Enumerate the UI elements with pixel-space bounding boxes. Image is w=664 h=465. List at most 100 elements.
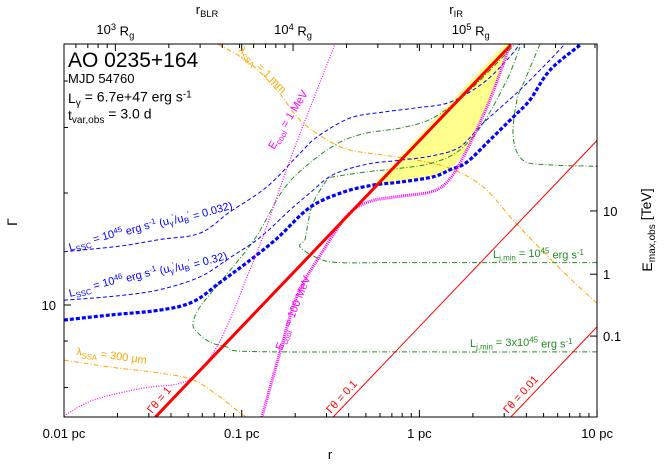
label-lj3e45: Lj,min = 3x1045 erg s-1 — [470, 336, 573, 352]
right-axis-label: Emax,obs [TeV] — [638, 188, 658, 271]
label-lssc46-part: 46 — [113, 271, 124, 282]
top-tick-label: 105 Rg — [452, 22, 490, 41]
x-tick-label: 10 pc — [581, 426, 613, 441]
y-tick-label: 10 — [42, 298, 56, 313]
label-ecool1: Ecool = 1 MeV — [266, 88, 314, 152]
label-lj1e45-part: erg s — [549, 249, 577, 261]
right-tick-label: 10 — [603, 204, 617, 219]
y-axis-label: Γ — [4, 218, 20, 226]
mjd-label: MJD 54760 — [68, 71, 134, 86]
label-lssa300: λSSA = 300 μm — [75, 345, 147, 369]
label-lssa300-part: λ — [76, 346, 84, 359]
label-lssa300-part: SSA — [81, 351, 99, 362]
label-lssc46-part: γ — [169, 266, 175, 276]
allowed-region — [373, 44, 511, 186]
top-tick-label-part: R — [471, 24, 484, 39]
top-tick-label-part: R — [116, 24, 129, 39]
label-lssc45-part: ' — [186, 209, 190, 218]
right-axis-label-part: E — [639, 262, 655, 271]
label-lj1e45-part: L — [493, 249, 499, 261]
label-lssc46-part: SSC — [75, 287, 93, 300]
label-lj1e45-part: -1 — [577, 248, 585, 257]
label-lssc45-part: (u — [155, 215, 171, 230]
top-tick-label-part: 5 — [466, 22, 471, 32]
radius-marker-part: r — [196, 2, 201, 17]
curve-lj1e45 — [299, 46, 597, 264]
label-lssc46-part: L — [68, 287, 77, 300]
x-tick-label: 1 pc — [407, 426, 432, 441]
label-lssc46-part: B — [184, 264, 191, 274]
plot-area — [64, 44, 597, 417]
label-lssc45: LSSC = 1045 erg s-1 (uγ'/uB' = 0.032) — [67, 194, 234, 258]
label-lj3e45-part: -1 — [566, 337, 574, 346]
curve-lssc_thick — [64, 44, 582, 322]
plot-frame — [63, 43, 598, 418]
radius-marker-label: rIR — [449, 2, 463, 19]
radius-marker-label: rBLR — [196, 2, 219, 19]
label-gt001-part: Γθ = 0.01 — [501, 374, 541, 416]
label-lj3e45-part: j,min — [475, 343, 493, 352]
right-tick-label: 0.1 — [603, 329, 621, 344]
curve-gt001 — [510, 326, 597, 417]
label-lssc46-part: /u — [174, 261, 186, 275]
label-lssa1-part: = 1 mm — [252, 59, 289, 96]
label-lssc45-part: erg s — [121, 219, 151, 238]
curve-lssa1 — [217, 44, 597, 304]
radius-marker-part: BLR — [200, 9, 218, 19]
curve-gt01 — [332, 140, 597, 417]
variability-time-label: tvar,obs = 3.0 d — [68, 106, 151, 126]
label-lj3e45-part: 45 — [529, 336, 538, 345]
curve-lssc45 — [64, 44, 521, 253]
label-lj3e45-part: erg s — [538, 338, 566, 350]
label-lssc45-part: -1 — [147, 216, 157, 227]
gamma-luminosity-label: Lγ = 6.7e+47 erg s-1 — [68, 89, 192, 109]
radius-marker-part: r — [449, 2, 454, 17]
curve-lssa300 — [64, 359, 248, 417]
curve-lj3e45 — [192, 44, 597, 353]
top-tick-label-part: g — [484, 31, 489, 41]
variability-time-part: t — [68, 107, 72, 123]
top-tick-label-part: 10 — [96, 22, 110, 37]
label-lssa300-part: = 300 μm — [97, 348, 148, 367]
top-tick-label-part: g — [129, 31, 134, 41]
label-lj3e45-part: = 3x10 — [493, 337, 529, 349]
label-gt001: Γθ = 0.01 — [501, 374, 541, 416]
top-tick-label: 103 Rg — [96, 22, 134, 41]
label-gt01: Γθ = 0.1 — [324, 378, 360, 416]
variability-time-part: = 3.0 d — [104, 106, 151, 122]
label-lj1e45-part: j,min — [498, 254, 516, 263]
label-lssc46-part: ' — [187, 257, 191, 266]
label-lj3e45-part: L — [470, 338, 476, 350]
top-tick-label-part: 10 — [274, 22, 288, 37]
label-lssc46-part: ' — [171, 260, 175, 269]
label-lssc45-part: L — [68, 241, 77, 254]
curve-ecool1 — [64, 44, 336, 417]
curve-gt1 — [154, 44, 512, 417]
gamma-luminosity-part: γ — [76, 98, 81, 109]
top-tick-label-part: 3 — [111, 22, 116, 32]
label-lssc45-part: ' — [171, 212, 175, 221]
gamma-luminosity-part: L — [68, 90, 76, 106]
radius-marker-part: IR — [454, 9, 464, 19]
right-axis-label-part: max,obs — [647, 224, 658, 262]
label-lssc46-part: -1 — [148, 264, 158, 275]
label-lssc45-part: B — [183, 216, 191, 226]
right-axis-label-part: [TeV] — [638, 188, 654, 224]
label-lssc45-part: = 0.032) — [189, 200, 234, 224]
label-lssc45-part: = 10 — [89, 228, 116, 246]
label-lssc46-part: = 10 — [89, 275, 116, 293]
curve-lj_right — [512, 44, 597, 167]
label-lssc46-part: (u — [156, 263, 172, 278]
top-tick-label: 104 Rg — [274, 22, 312, 41]
right-tick-label: 1 — [603, 267, 610, 282]
top-tick-label-part: R — [294, 24, 307, 39]
x-axis-label: r — [328, 447, 333, 462]
gamma-luminosity-part: = 6.7e+47 erg s — [81, 89, 183, 105]
gamma-luminosity-part: -1 — [183, 90, 192, 101]
x-tick-label: 0.01 pc — [43, 426, 86, 441]
variability-time-part: var,obs — [72, 115, 105, 126]
